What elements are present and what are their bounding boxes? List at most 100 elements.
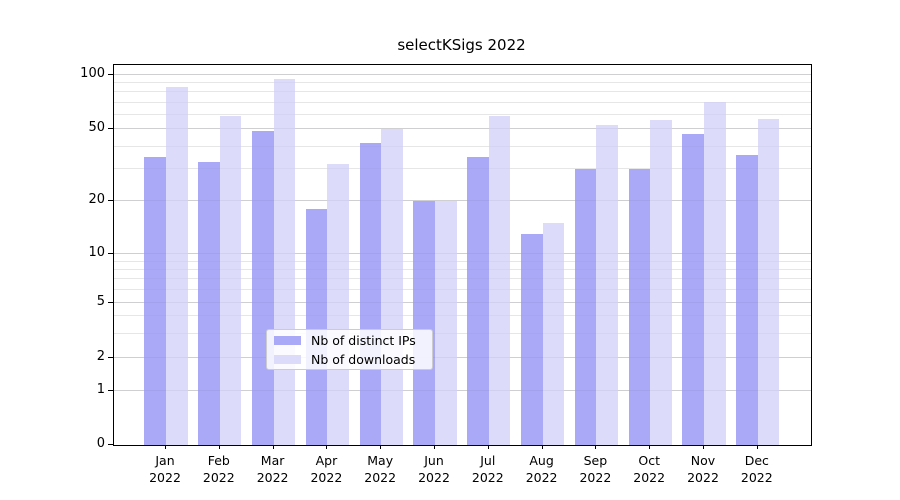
x-tick-label: Jul 2022 — [456, 452, 520, 486]
x-tick-month: Mar — [260, 453, 285, 468]
y-tick-label: 5 — [96, 294, 105, 309]
gridline-major — [114, 128, 811, 129]
x-tick-mark — [272, 445, 274, 449]
gridline-major — [114, 302, 811, 303]
gridline-major — [114, 74, 811, 75]
chart-title: selectKSigs 2022 — [397, 36, 526, 54]
x-tick-label: May 2022 — [348, 452, 412, 486]
legend-label-downloads: Nb of downloads — [311, 351, 416, 367]
bar-distinct-ips — [198, 161, 220, 445]
x-tick-label: Nov 2022 — [671, 452, 735, 486]
bar-distinct-ips — [305, 209, 328, 445]
gridline-minor — [114, 268, 811, 270]
gridline-minor — [114, 91, 811, 93]
x-tick-label: Jun 2022 — [402, 452, 466, 486]
x-tick-year: 2022 — [149, 470, 181, 485]
gridline-minor — [114, 113, 811, 115]
plot-area — [113, 64, 812, 446]
x-tick-month: Apr — [315, 453, 338, 468]
x-tick-label: Apr 2022 — [294, 452, 358, 486]
bar-distinct-ips — [682, 133, 704, 445]
gridline-minor-overlay — [114, 91, 811, 93]
bar-distinct-ips — [467, 157, 489, 445]
x-tick-mark — [218, 445, 220, 449]
gridline-minor — [114, 260, 811, 262]
bar-distinct-ips — [521, 233, 543, 445]
y-tick-label: 20 — [88, 192, 105, 207]
y-tick-label: 1 — [96, 382, 105, 397]
x-tick-year: 2022 — [418, 470, 450, 485]
bar-downloads — [704, 101, 726, 445]
gridline-major — [114, 357, 811, 358]
x-tick-year: 2022 — [202, 470, 235, 485]
gridline-minor-overlay — [114, 168, 811, 170]
gridline-minor-overlay — [114, 101, 811, 103]
gridline-minor-overlay — [114, 315, 811, 317]
bar-distinct-ips — [252, 130, 274, 445]
gridline-major — [114, 200, 811, 201]
x-tick-label: Mar 2022 — [241, 452, 305, 486]
legend: Nb of distinct IPs Nb of downloads — [266, 329, 433, 370]
x-tick-mark — [326, 445, 328, 449]
x-tick-month: Jan — [155, 453, 175, 468]
x-tick-mark — [487, 445, 489, 449]
x-tick-month: Jul — [480, 453, 496, 468]
x-tick-label: Aug 2022 — [510, 452, 574, 486]
x-tick-month: Sep — [583, 453, 608, 468]
x-tick-year: 2022 — [579, 470, 612, 485]
x-tick-year: 2022 — [740, 470, 773, 485]
x-tick-year: 2022 — [471, 470, 504, 485]
bar-downloads — [166, 86, 188, 445]
gridline-minor — [114, 315, 811, 317]
x-tick-month: Aug — [529, 453, 554, 468]
x-tick-mark — [595, 445, 597, 449]
x-tick-mark — [649, 445, 651, 449]
gridline-major — [114, 390, 811, 391]
x-tick-year: 2022 — [364, 470, 397, 485]
gridline-major-overlay — [114, 253, 811, 254]
x-tick-year: 2022 — [687, 470, 719, 485]
gridline-minor — [114, 145, 811, 147]
gridline-minor — [114, 278, 811, 280]
y-tick-mark — [108, 357, 113, 358]
x-tick-year: 2022 — [525, 470, 558, 485]
bar-downloads — [542, 223, 565, 445]
bar-distinct-ips — [144, 157, 166, 445]
gridline-major-overlay — [114, 128, 811, 129]
gridline-minor-overlay — [114, 268, 811, 270]
bar-downloads — [435, 201, 457, 445]
legend-swatch-downloads — [274, 354, 301, 364]
bar-downloads — [488, 116, 511, 445]
x-tick-mark — [434, 445, 435, 449]
x-tick-year: 2022 — [633, 470, 666, 485]
bar-downloads — [219, 116, 242, 445]
gridline-major-overlay — [114, 74, 811, 75]
gridline-major-overlay — [114, 390, 811, 391]
bar-downloads — [327, 164, 349, 445]
y-tick-mark — [108, 200, 113, 201]
bar-distinct-ips — [359, 142, 382, 445]
gridline-major-overlay — [114, 302, 811, 303]
y-tick-mark — [108, 302, 113, 303]
gridline-minor — [114, 289, 811, 291]
x-tick-label: Sep 2022 — [563, 452, 627, 486]
bar-downloads — [596, 124, 618, 445]
x-tick-month: Dec — [744, 453, 769, 468]
x-tick-month: Oct — [638, 453, 660, 468]
gridline-minor-overlay — [114, 82, 811, 84]
bar-downloads — [757, 118, 780, 445]
gridline-minor — [114, 332, 811, 334]
gridline-major — [114, 253, 811, 254]
y-tick-mark — [108, 74, 113, 75]
x-tick-month: Nov — [690, 453, 716, 468]
bar-distinct-ips — [628, 169, 651, 445]
gridline-minor-overlay — [114, 289, 811, 291]
x-tick-label: Jan 2022 — [133, 452, 197, 486]
y-tick-mark — [108, 128, 113, 129]
x-tick-mark — [380, 445, 382, 449]
x-tick-label: Oct 2022 — [617, 452, 681, 486]
y-tick-label: 10 — [88, 245, 105, 260]
x-tick-year: 2022 — [256, 470, 289, 485]
legend-swatch-distinct-ips — [274, 335, 301, 345]
